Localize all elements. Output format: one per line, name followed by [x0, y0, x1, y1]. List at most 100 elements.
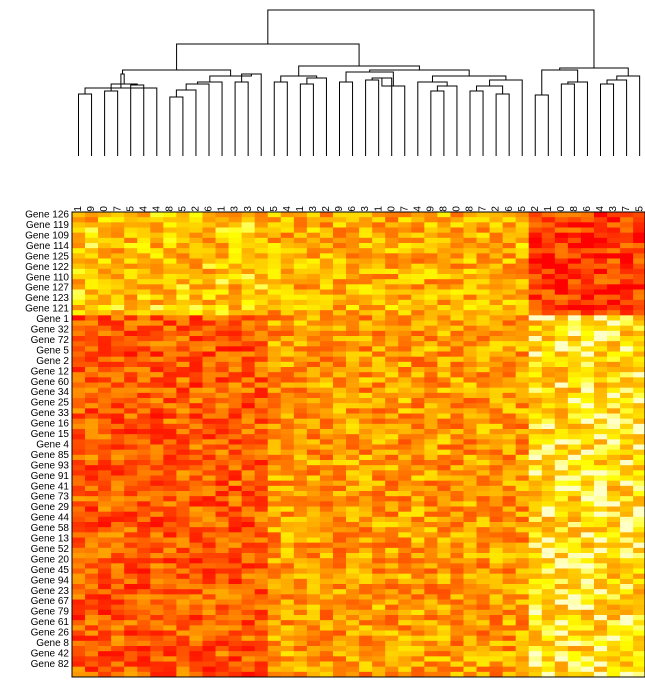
heatmap-cell — [280, 392, 295, 399]
heatmap-cell — [633, 237, 645, 244]
heatmap-cell — [593, 460, 608, 466]
heatmap-cell — [476, 336, 490, 342]
heatmap-cell — [72, 635, 86, 642]
heatmap-cell — [593, 315, 608, 321]
heatmap-cell — [620, 542, 634, 549]
heatmap-cell — [580, 620, 595, 626]
row-label: Gene 119 — [26, 220, 70, 231]
heatmap-cell — [280, 656, 295, 662]
heatmap-cell — [124, 258, 138, 265]
heatmap-cell — [72, 294, 86, 301]
heatmap-cell — [607, 635, 621, 642]
heatmap-cell — [633, 563, 645, 569]
heatmap-cell — [567, 279, 582, 285]
heatmap-cell — [541, 222, 556, 228]
heatmap-cell — [359, 563, 373, 569]
heatmap-cell — [554, 217, 569, 223]
heatmap-cell — [398, 460, 412, 466]
heatmap-cell — [254, 589, 269, 595]
heatmap-cell — [515, 258, 530, 265]
heatmap-cell — [580, 573, 595, 580]
heatmap-cell — [85, 646, 99, 652]
heatmap-cell — [607, 274, 621, 280]
heatmap-cell — [163, 537, 177, 544]
heatmap-cell — [463, 485, 477, 492]
row-label: Gene 58 — [31, 523, 70, 534]
heatmap-cell — [633, 341, 645, 347]
heatmap-cell — [228, 480, 243, 487]
dendrogram-branch — [185, 83, 210, 156]
heatmap-cell — [332, 553, 347, 559]
heatmap-cell — [319, 640, 334, 647]
heatmap-cell — [385, 320, 399, 327]
heatmap-cell — [567, 263, 582, 270]
heatmap-cell — [633, 465, 645, 471]
heatmap-cell — [189, 253, 203, 259]
heatmap-cell — [620, 377, 634, 383]
heatmap-cell — [528, 656, 543, 662]
heatmap-cell — [607, 460, 621, 466]
heatmap-cell — [607, 444, 621, 451]
heatmap-cell — [280, 336, 295, 342]
heatmap-cell — [150, 232, 164, 239]
heatmap-cell — [293, 346, 308, 352]
heatmap-cell — [554, 671, 569, 678]
heatmap-cell — [202, 646, 216, 652]
heatmap-cell — [293, 516, 308, 523]
heatmap-cell — [267, 408, 282, 414]
heatmap-cell — [372, 243, 386, 249]
heatmap-cell — [72, 310, 86, 316]
heatmap-cell — [567, 227, 582, 234]
heatmap-cell — [515, 222, 530, 228]
heatmap-cell — [124, 573, 138, 580]
heatmap-cell — [202, 284, 216, 290]
heatmap-cell — [541, 635, 556, 642]
heatmap-cell — [424, 444, 438, 451]
heatmap-cell — [528, 434, 543, 440]
heatmap-cell — [241, 651, 256, 657]
heatmap-cell — [163, 635, 177, 642]
heatmap-cell — [515, 547, 530, 554]
heatmap-cell — [437, 547, 451, 554]
heatmap-cell — [163, 408, 177, 414]
heatmap-cell — [176, 589, 190, 595]
heatmap-cell — [215, 387, 229, 394]
heatmap-cell — [607, 454, 621, 461]
heatmap-cell — [593, 666, 608, 673]
heatmap-cell — [163, 666, 177, 673]
heatmap-cell — [424, 336, 438, 342]
heatmap-cell — [254, 434, 269, 440]
heatmap-cell — [450, 625, 464, 631]
heatmap-cell — [515, 377, 530, 383]
heatmap-cell — [293, 460, 308, 466]
heatmap-cell — [319, 263, 334, 270]
heatmap-cell — [607, 630, 621, 637]
heatmap-cell — [202, 330, 216, 337]
heatmap-cell — [332, 563, 347, 569]
heatmap-cell — [293, 227, 308, 234]
heatmap-cell — [137, 599, 151, 606]
heatmap-cell — [593, 496, 608, 502]
heatmap-cell — [98, 403, 112, 409]
heatmap-cell — [620, 315, 634, 321]
heatmap-cell — [580, 434, 595, 440]
heatmap-cell — [228, 635, 243, 642]
heatmap-cell — [554, 501, 569, 507]
heatmap-cell — [228, 511, 243, 518]
heatmap-cell — [437, 279, 451, 285]
heatmap-cell — [150, 243, 164, 249]
heatmap-cell — [267, 584, 282, 590]
heatmap-cell — [398, 651, 412, 657]
heatmap-cell — [332, 594, 347, 600]
heatmap-cell — [541, 609, 556, 616]
heatmap-cell — [306, 325, 321, 332]
heatmap-cell — [85, 532, 99, 538]
heatmap-cell — [346, 594, 360, 600]
heatmap-cell — [215, 423, 229, 430]
heatmap-cell — [332, 237, 347, 244]
heatmap-cell — [398, 506, 412, 513]
heatmap-cell — [411, 232, 425, 239]
heatmap-cell — [72, 367, 86, 373]
heatmap-cell — [163, 589, 177, 595]
heatmap-cell — [437, 434, 451, 440]
